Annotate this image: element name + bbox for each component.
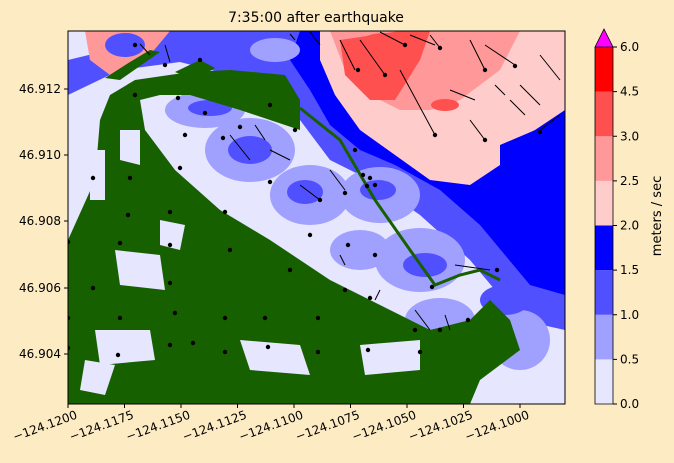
map-frame <box>67 30 566 405</box>
speed-band-1-5-east <box>500 128 565 225</box>
colorbar-tick-label: 0.0 <box>620 397 639 411</box>
colorbar-extend <box>594 28 614 48</box>
drifters <box>68 42 543 358</box>
clearing-1 <box>95 330 155 365</box>
colorbar-segment <box>595 270 613 315</box>
eddy-4-core <box>403 253 447 277</box>
clearing-5 <box>240 340 310 375</box>
eddy-7 <box>105 33 145 57</box>
eddy-8 <box>250 38 300 62</box>
colorbar-tick-label: 3.0 <box>620 129 639 143</box>
colorbar-tick-label: 1.5 <box>620 263 639 277</box>
land-patch-a <box>200 295 235 330</box>
y-tick-label: 46.904 <box>19 347 61 361</box>
clearing-2 <box>115 250 165 290</box>
chart-title: 7:35:00 after earthquake <box>228 10 404 26</box>
x-tick-label: −124.1025 <box>406 408 474 444</box>
colorbar-segment <box>595 136 613 181</box>
colorbar-label: meters / sec <box>650 176 665 256</box>
colorbar-segment <box>595 91 613 137</box>
x-tick-label: −124.1125 <box>180 408 248 444</box>
eddy-1-core <box>228 136 272 164</box>
colorbar-segment <box>595 225 613 271</box>
x-tick-label: −124.1050 <box>350 408 418 444</box>
clearing-6 <box>360 340 420 375</box>
jetty <box>299 106 501 287</box>
eddy-3-core <box>360 180 396 200</box>
x-tick-label: −124.1150 <box>124 408 192 444</box>
y-tick-label: 46.912 <box>19 82 61 96</box>
x-axis: −124.1200−124.1175−124.1150−124.1125−124… <box>11 404 531 444</box>
colorbar-tick-label: 1.0 <box>620 308 639 322</box>
particle-tracks <box>139 31 561 331</box>
x-tick-label: −124.1100 <box>237 408 305 444</box>
clearing-4 <box>160 220 185 250</box>
map-area <box>68 31 565 404</box>
eddy-9 <box>330 230 390 270</box>
x-tick-label: −124.1175 <box>67 408 135 444</box>
colorbar-tick-label: 0.5 <box>620 352 639 366</box>
colorbar-tick-label: 6.0 <box>620 40 639 54</box>
colorbar-tick-label: 2.0 <box>620 219 639 233</box>
land <box>68 50 520 404</box>
speed-band-3-0 <box>340 31 430 100</box>
colorbar: meters / sec 0.0 0.5 1.0 1.5 2.0 2.5 3.0 4.5 6.0 <box>594 28 665 411</box>
speed-spot-b <box>361 33 409 51</box>
land-main <box>68 70 520 404</box>
clearing-8 <box>80 360 115 395</box>
land-patch-c <box>175 60 215 80</box>
land-patch-b <box>70 260 90 295</box>
clearing-7 <box>120 130 140 165</box>
colorbar-tick-label: 4.5 <box>620 85 639 99</box>
speed-spot-a <box>431 99 459 111</box>
colorbar-segment <box>595 47 613 92</box>
colorbar-segment <box>595 180 613 226</box>
y-tick-label: 46.906 <box>19 281 61 295</box>
y-axis: 46.904 46.906 46.908 46.910 46.912 <box>19 82 68 361</box>
y-tick-label: 46.908 <box>19 214 61 228</box>
colorbar-segment <box>595 359 613 404</box>
spit-north <box>105 50 160 80</box>
track <box>139 31 561 331</box>
y-tick-label: 46.910 <box>19 148 61 162</box>
clearing-3 <box>90 150 105 200</box>
x-tick-label: −124.1200 <box>11 408 79 444</box>
interior-clearings <box>80 130 420 395</box>
x-tick-label: −124.1075 <box>293 408 361 444</box>
colorbar-tick-label: 2.5 <box>620 174 639 188</box>
colorbar-segment <box>595 314 613 360</box>
x-tick-label: −124.1000 <box>463 408 531 444</box>
eddy-2-core <box>287 180 323 204</box>
